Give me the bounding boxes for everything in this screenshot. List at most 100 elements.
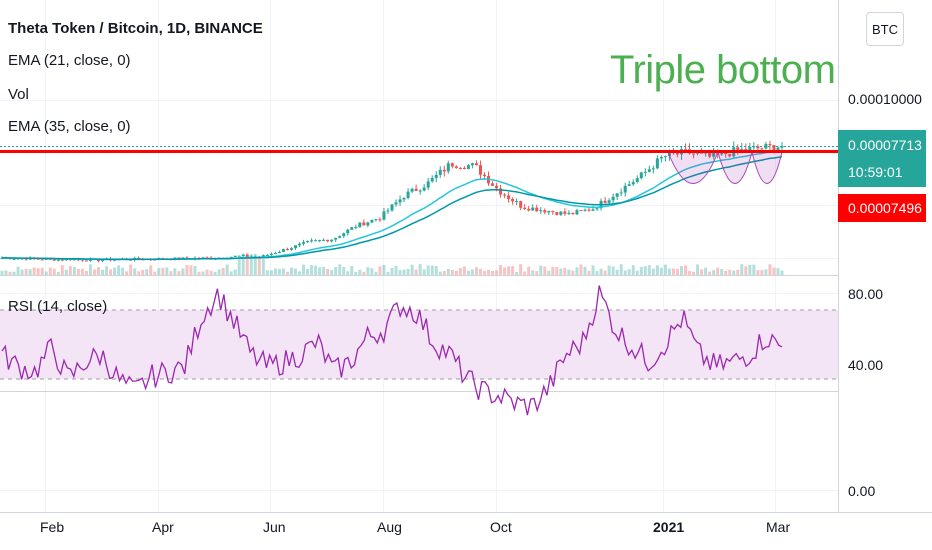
candle-body	[338, 236, 342, 238]
candle-body	[129, 259, 133, 261]
volume-bar	[623, 270, 627, 275]
candle-body	[639, 172, 643, 179]
current-price-tag: 0.00007713 10:59:01	[838, 130, 926, 187]
volume-bar	[354, 271, 358, 275]
candle-body	[643, 171, 647, 173]
volume-bar	[615, 269, 619, 275]
candle-body	[277, 251, 281, 254]
currency-button[interactable]: BTC	[866, 12, 904, 46]
volume-bar	[386, 271, 390, 275]
candle-body	[692, 153, 696, 155]
candle-body	[285, 249, 289, 251]
volume-bar	[209, 270, 213, 275]
volume-bar	[24, 268, 28, 275]
volume-bar	[374, 271, 378, 275]
volume-bar	[366, 267, 370, 275]
volume-bar	[221, 268, 225, 275]
time-label-apr: Apr	[152, 519, 174, 535]
candle-body	[772, 145, 776, 151]
candle-body	[627, 184, 631, 186]
volume-bar	[157, 268, 161, 275]
volume-bar	[527, 266, 531, 275]
volume-bar	[732, 270, 736, 275]
volume-bar	[398, 270, 402, 275]
candle-body	[370, 219, 374, 223]
candle-body	[418, 190, 422, 192]
candle-body	[507, 195, 511, 199]
symbol-title[interactable]: Theta Token / Bitcoin, 1D, BINANCE	[8, 20, 263, 37]
candle-body	[539, 210, 543, 212]
volume-bar	[330, 270, 334, 275]
rsi-axis-80: 80.00	[848, 286, 884, 302]
volume-bar	[109, 269, 113, 275]
volume-bar	[499, 265, 503, 275]
candle-body	[422, 187, 426, 191]
candle-body	[482, 174, 486, 177]
candle-body	[615, 193, 619, 197]
candle-body	[310, 240, 314, 242]
volume-bar	[740, 264, 744, 275]
indicator-vol[interactable]: Vol	[8, 86, 29, 103]
volume-bar	[736, 269, 740, 275]
candle-body	[289, 248, 293, 250]
triple-bottom-annotation[interactable]: Triple bottom	[610, 48, 836, 92]
candle-body	[547, 211, 551, 213]
volume-bar	[627, 269, 631, 275]
candle-body	[185, 257, 189, 259]
volume-bar	[535, 271, 539, 275]
volume-bar	[418, 264, 422, 275]
volume-bar	[466, 270, 470, 275]
volume-bar	[635, 270, 639, 275]
ema-35-line	[2, 156, 783, 261]
volume-bar	[503, 267, 507, 275]
volume-bar	[495, 270, 499, 275]
volume-bar	[28, 269, 32, 275]
candle-body	[410, 188, 414, 192]
volume-bar	[511, 266, 515, 275]
candle-body	[611, 196, 615, 201]
volume-bar	[358, 269, 362, 275]
volume-bar	[563, 267, 567, 275]
volume-bar	[402, 269, 406, 275]
volume-bar	[450, 269, 454, 275]
candle-body	[591, 209, 595, 211]
volume-bar	[547, 270, 551, 275]
volume-bar	[125, 271, 129, 275]
volume-bar	[744, 266, 748, 275]
volume-bar	[599, 268, 603, 275]
candle-body	[294, 245, 298, 249]
indicator-ema-21[interactable]: EMA (21, close, 0)	[8, 52, 131, 69]
volume-bar	[543, 266, 547, 275]
volume-bar	[663, 264, 667, 275]
candle-body	[607, 200, 611, 203]
volume-bar	[414, 269, 418, 275]
volume-bar	[382, 264, 386, 275]
volume-bar	[16, 266, 20, 275]
volume-bar	[486, 270, 490, 275]
volume-bar	[88, 264, 92, 275]
volume-bar	[137, 271, 141, 275]
volume-bar	[555, 267, 559, 275]
candle-body	[667, 151, 671, 157]
volume-bar	[205, 269, 209, 275]
indicator-ema-35[interactable]: EMA (35, close, 0)	[8, 118, 131, 135]
candle-body	[398, 199, 402, 203]
candle-body	[330, 239, 334, 242]
volume-bar	[587, 270, 591, 275]
volume-bar	[52, 268, 56, 275]
candle-body	[350, 227, 354, 230]
time-label-oct: Oct	[490, 519, 512, 535]
volume-bar	[728, 269, 732, 275]
volume-bar	[655, 265, 659, 275]
volume-bar	[748, 264, 752, 275]
rsi-legend[interactable]: RSI (14, close)	[8, 298, 108, 315]
volume-bar	[281, 268, 285, 275]
volume-bar	[0, 270, 4, 275]
candle-body	[684, 149, 688, 151]
candle-body	[354, 227, 358, 229]
volume-bar	[470, 269, 474, 275]
volume-bar	[277, 268, 281, 275]
candle-body	[740, 149, 744, 151]
volume-bar	[173, 268, 177, 275]
